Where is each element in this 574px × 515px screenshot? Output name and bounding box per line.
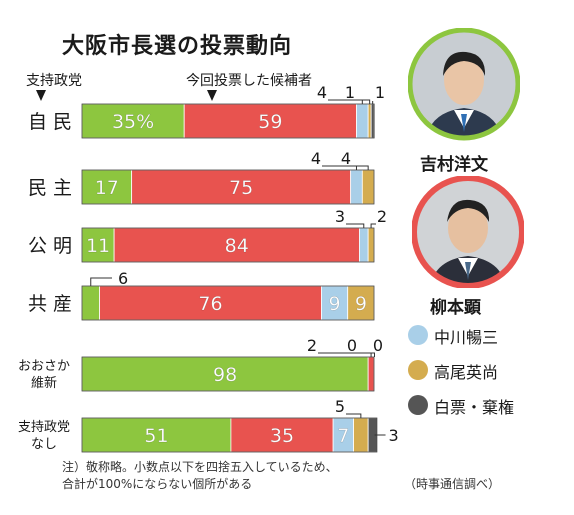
legend-swatch-takao (408, 360, 428, 380)
yoshimura-portrait (408, 28, 520, 141)
category-label-mutoha-0: 支持政党 (18, 420, 70, 435)
data-label-jimin-0: 35% (112, 111, 154, 133)
category-label-jimin: 自 民 (28, 111, 72, 133)
leader-kyosan-0 (90, 277, 112, 286)
category-label-mutoha-1: なし (31, 437, 57, 452)
data-label-jimin-2: 4 (317, 83, 327, 102)
legend-label-takao: 高尾英尚 (434, 363, 499, 382)
data-label-mutoha-2: 7 (337, 425, 349, 447)
leader-jimin-3 (356, 99, 371, 104)
category-label-minshu: 民 主 (28, 177, 72, 199)
data-label-komei-3: 2 (377, 207, 387, 226)
data-label-kyosan-1: 76 (198, 293, 222, 315)
vote-column-header: 今回投票した候補者 (186, 73, 312, 89)
bar-jimin-series-4 (370, 103, 375, 139)
party-column-header: 支持政党 (26, 73, 82, 89)
data-label-ishin-2: 0 (347, 336, 357, 355)
data-label-ishin-0: 98 (213, 364, 237, 386)
footnote-line-1: 注）敬称略。小数点以下を四捨五入しているため、 (62, 460, 338, 474)
data-label-ishin-1: 2 (307, 336, 317, 355)
leader-ishin-1 (318, 352, 372, 357)
bar-outline-kyosan (81, 285, 375, 321)
data-label-jimin-1: 59 (258, 111, 282, 133)
data-label-mutoha-0: 51 (144, 425, 168, 447)
yoshimura-name: 吉村洋文 (420, 155, 488, 175)
bar-minshu-series-2 (350, 169, 363, 205)
bar-minshu-series-3 (361, 169, 375, 205)
bar-kyosan-series-0 (81, 285, 100, 321)
data-label-kyosan-0: 6 (118, 269, 128, 288)
data-label-mutoha-1: 35 (270, 425, 294, 447)
bar-mutoha-series-3 (353, 417, 369, 453)
data-label-kyosan-2: 9 (329, 293, 341, 315)
bar-outline-jimin (81, 103, 375, 139)
leader-komei-2 (346, 223, 365, 228)
data-label-jimin-3: 1 (345, 83, 355, 102)
leader-komei-3 (370, 223, 376, 228)
bar-ishin-series-0 (81, 356, 369, 392)
legend-swatch-blank (408, 395, 428, 415)
data-label-komei-0: 11 (86, 235, 110, 257)
legend-swatch-nakagawa (408, 325, 428, 345)
data-label-ishin-3: 0 (373, 336, 383, 355)
party-column-marker (36, 90, 46, 101)
data-label-minshu-1: 75 (229, 177, 253, 199)
category-label-ishin-1: 維新 (31, 375, 57, 391)
bar-komei-series-2 (358, 227, 369, 263)
data-label-komei-1: 84 (225, 235, 249, 257)
data-label-minshu-0: 17 (95, 177, 119, 199)
category-label-kyosan: 共 産 (28, 293, 72, 315)
bar-outline-minshu (81, 169, 375, 205)
vote-column-marker (207, 90, 217, 101)
bar-jimin-series-3 (367, 103, 372, 139)
data-label-mutoha-4: 3 (389, 426, 399, 445)
yanagimoto-name: 柳本顕 (430, 298, 481, 318)
leader-mutoha-3 (346, 413, 362, 418)
bar-komei-series-3 (367, 227, 375, 263)
data-label-minshu-2: 4 (311, 149, 321, 168)
bar-outline-ishin (81, 356, 375, 392)
yanagimoto-portrait (412, 176, 524, 288)
data-label-mutoha-3: 5 (335, 397, 345, 416)
data-label-kyosan-3: 9 (355, 293, 367, 315)
bar-minshu-series-1 (131, 169, 352, 205)
bar-jimin-series-1 (183, 103, 357, 139)
bar-outline-komei (81, 227, 375, 263)
source-credit: （時事通信調べ） (404, 477, 501, 491)
data-label-komei-2: 3 (335, 207, 345, 226)
bar-ishin-series-1 (367, 356, 375, 392)
bar-jimin-series-2 (356, 103, 369, 139)
bar-mutoha-series-1 (230, 417, 334, 453)
leader-minshu-2 (322, 165, 357, 170)
category-label-komei: 公 明 (28, 235, 72, 257)
category-label-ishin-0: おおさか (18, 359, 70, 374)
data-label-minshu-3: 4 (341, 149, 351, 168)
chart-title: 大阪市長選の投票動向 (62, 34, 293, 59)
data-label-jimin-4: 1 (375, 83, 385, 102)
bar-minshu-series-0 (81, 169, 133, 205)
leader-minshu-3 (352, 165, 369, 170)
footnote-line-2: 合計が100%にならない個所がある (62, 477, 253, 491)
legend-label-blank: 白票・棄権 (434, 398, 515, 417)
legend-label-nakagawa: 中川暢三 (434, 328, 499, 347)
